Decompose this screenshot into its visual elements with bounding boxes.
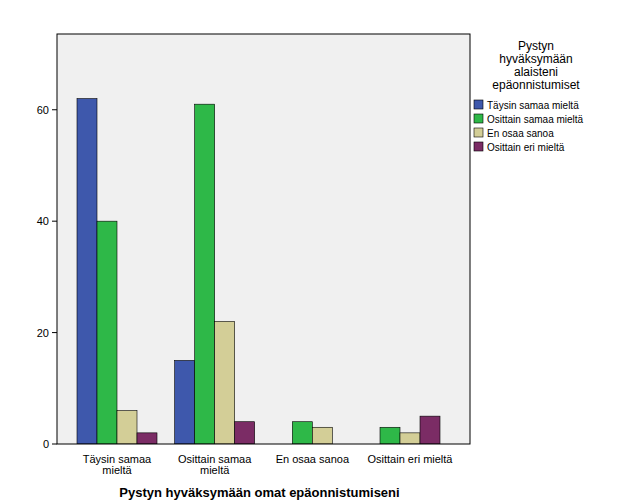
legend-title-line: hyväksymään xyxy=(499,52,572,66)
bar xyxy=(235,422,255,444)
y-tick xyxy=(52,109,57,110)
bar xyxy=(195,104,215,444)
x-tick-label: Täysin samaamieltä xyxy=(83,453,152,476)
legend-swatch xyxy=(474,100,483,109)
legend-label: Täysin samaa mieltä xyxy=(487,100,579,111)
legend-label: Osittain eri mieltä xyxy=(487,142,565,153)
bar xyxy=(292,422,312,444)
plot-frame xyxy=(57,34,470,444)
legend-label: En osaa sanoa xyxy=(487,128,554,139)
bar xyxy=(137,433,157,444)
y-tick-label: 40 xyxy=(37,215,49,227)
x-tick-label: En osaa sanoa xyxy=(276,453,350,465)
legend-swatch xyxy=(474,142,483,151)
x-tick-label-line: En osaa sanoa xyxy=(276,453,350,465)
bars xyxy=(77,99,440,444)
legend-swatch xyxy=(474,128,483,137)
y-tick-label: 20 xyxy=(37,327,49,339)
y-tick xyxy=(52,332,57,333)
x-tick-label: Osittain samaamieltä xyxy=(178,453,252,476)
background xyxy=(0,0,629,504)
y-tick-label: 0 xyxy=(43,438,49,450)
bar xyxy=(312,427,332,444)
bar xyxy=(97,221,117,444)
y-tick-label: 60 xyxy=(37,104,49,116)
legend-title-line: epäonnistumiset xyxy=(492,78,580,92)
chart: 0 20 40 60 Täysin samaamieltä Osittain samaam… xyxy=(0,0,629,504)
bar xyxy=(380,427,400,444)
bar xyxy=(420,416,440,444)
plot-area xyxy=(57,34,470,444)
bar xyxy=(215,321,235,444)
legend-swatch xyxy=(474,114,483,123)
x-tick-label-line: mieltä xyxy=(102,464,132,476)
x-tick-label-line: mieltä xyxy=(200,464,230,476)
x-tick-label: Osittain eri mieltä xyxy=(368,453,454,465)
bar xyxy=(175,360,195,444)
y-tick xyxy=(52,444,57,445)
legend-label: Osittain samaa mieltä xyxy=(487,114,584,125)
x-axis-title: Pystyn hyväksymään omat epäonnistumiseni xyxy=(119,485,399,500)
legend-title-line: Pystyn xyxy=(518,39,554,53)
bar xyxy=(117,411,137,444)
y-tick xyxy=(52,221,57,222)
bar xyxy=(400,433,420,444)
legend-title: Pystynhyväksymäänalaisteniepäonnistumise… xyxy=(492,39,580,92)
x-tick-label-line: Osittain eri mieltä xyxy=(368,453,454,465)
bar xyxy=(77,99,97,444)
legend-title-line: alaisteni xyxy=(514,65,558,79)
